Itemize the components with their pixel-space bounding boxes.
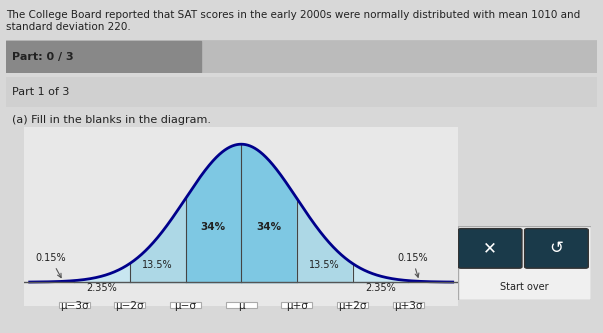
- Text: 34%: 34%: [201, 222, 226, 232]
- Text: ↺: ↺: [549, 239, 563, 257]
- FancyBboxPatch shape: [458, 229, 522, 268]
- FancyBboxPatch shape: [226, 302, 257, 308]
- Text: 34%: 34%: [256, 222, 282, 232]
- Text: μ+3σ: μ+3σ: [394, 301, 423, 311]
- Text: 2.35%: 2.35%: [87, 283, 118, 293]
- FancyBboxPatch shape: [115, 302, 145, 308]
- Text: Part 1 of 3: Part 1 of 3: [12, 87, 69, 97]
- Bar: [6, 42, 201, 72]
- Text: 0.15%: 0.15%: [35, 253, 66, 278]
- Text: ✕: ✕: [483, 239, 497, 257]
- Text: μ: μ: [238, 301, 244, 311]
- Text: μ+2σ: μ+2σ: [338, 301, 367, 311]
- FancyBboxPatch shape: [525, 229, 589, 268]
- Text: 0.15%: 0.15%: [397, 253, 428, 277]
- Text: μ−σ: μ−σ: [174, 301, 197, 311]
- FancyBboxPatch shape: [393, 302, 424, 308]
- FancyBboxPatch shape: [281, 302, 312, 308]
- FancyBboxPatch shape: [170, 302, 201, 308]
- Text: Part: 0 / 3: Part: 0 / 3: [12, 52, 74, 62]
- Text: Start over: Start over: [500, 281, 549, 291]
- Text: μ−3σ: μ−3σ: [60, 301, 89, 311]
- Text: 2.35%: 2.35%: [365, 283, 396, 293]
- FancyBboxPatch shape: [458, 226, 591, 300]
- FancyBboxPatch shape: [337, 302, 368, 308]
- Text: 13.5%: 13.5%: [309, 260, 340, 270]
- FancyBboxPatch shape: [58, 302, 90, 308]
- Text: 13.5%: 13.5%: [142, 260, 173, 270]
- Text: μ−2σ: μ−2σ: [116, 301, 144, 311]
- Text: μ+σ: μ+σ: [286, 301, 308, 311]
- Text: The College Board reported that SAT scores in the early 2000s were normally dist: The College Board reported that SAT scor…: [6, 10, 580, 32]
- Text: (a) Fill in the blanks in the diagram.: (a) Fill in the blanks in the diagram.: [12, 115, 211, 125]
